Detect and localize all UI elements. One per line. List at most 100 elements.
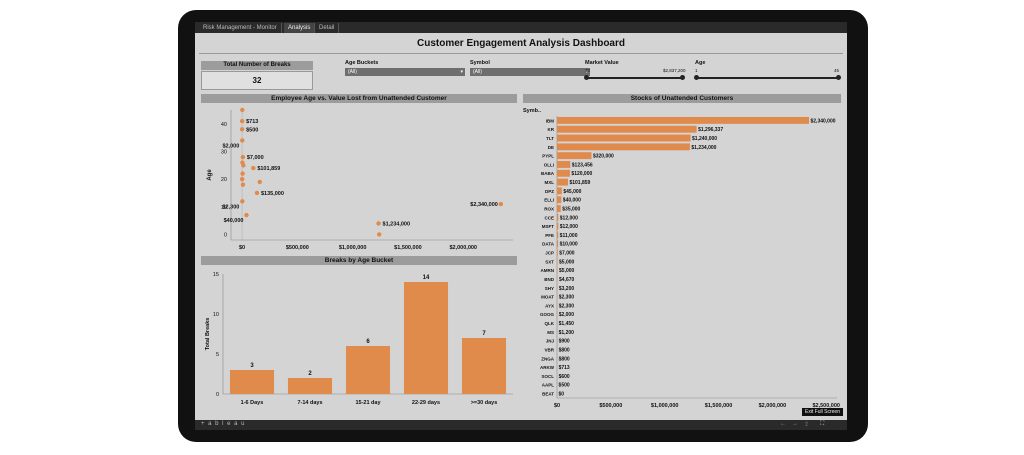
stock-value-label: $1,240,000	[692, 136, 717, 142]
scatter-point-label: $2,000	[222, 143, 239, 149]
stock-value-label: $2,000	[559, 312, 575, 318]
stock-symbol-label: ELLI	[544, 198, 554, 203]
stock-bar	[557, 266, 558, 274]
stock-value-label: $800	[559, 347, 570, 353]
stock-value-label: $101,859	[569, 180, 590, 186]
age-slider-min-handle[interactable]	[694, 75, 699, 80]
breaks-bar-chart: 0 5 10 15 Total Breaks 3 1-6 Days 2 7-14 days 6 15…	[205, 272, 513, 406]
tab-bar: Risk Management - Monitor Analysis Detai…	[195, 22, 847, 33]
fullscreen-icon[interactable]: ⛶	[820, 421, 825, 427]
stock-value-label: $1,296,337	[698, 127, 723, 133]
stock-bar	[557, 134, 691, 142]
stock-value-label: $5,000	[559, 259, 575, 265]
dashboard-title: Customer Engagement Analysis Dashboard	[416, 38, 625, 49]
scatter-point	[240, 154, 246, 160]
stock-symbol-label: AYX	[545, 303, 554, 308]
scatter-point-label: $135,000	[261, 191, 284, 197]
market-value-min: $0	[585, 68, 591, 73]
stock-value-label: $5,000	[559, 268, 575, 274]
tab-risk-management[interactable]: Risk Management - Monitor	[199, 23, 282, 33]
scatter-point-label: $713	[246, 119, 258, 125]
stock-symbol-label: JCP	[545, 251, 554, 256]
scatter-point	[240, 182, 246, 187]
age-buckets-select-value: (All)	[348, 69, 357, 75]
stock-bar	[557, 257, 558, 265]
stock-value-label: $800	[559, 356, 570, 362]
scatter-point	[498, 201, 504, 207]
scatter-point	[376, 221, 381, 226]
tableau-logo: + a b l e a u	[201, 421, 246, 427]
symbol-select[interactable]: (All) ▾	[470, 68, 590, 76]
stock-value-label: $40,000	[563, 198, 581, 204]
scatter-point	[239, 176, 245, 182]
bar-y-tick: 5	[216, 352, 219, 358]
stock-bar	[557, 240, 559, 248]
stock-bar	[557, 187, 562, 195]
stock-value-label: $3,200	[559, 286, 575, 292]
market-value-filter-label: Market Value	[585, 60, 619, 66]
stock-value-label: $0	[559, 392, 565, 398]
bar-category-label: 22-29 days	[412, 400, 440, 406]
symbol-select-value: (All)	[473, 69, 482, 75]
stock-value-label: $11,000	[560, 233, 578, 239]
hbar-x-tick: $1,000,000	[651, 403, 679, 409]
age-filter-label: Age	[695, 60, 706, 66]
stock-symbol-label: ARKW	[540, 365, 555, 370]
scatter-y-tick: 20	[221, 177, 227, 183]
stock-value-label: $713	[559, 365, 570, 371]
tab-detail[interactable]: Detail	[315, 23, 340, 33]
scatter-point-label: $1,234,000	[383, 221, 411, 227]
stock-symbol-label: KR	[548, 127, 555, 132]
age-buckets-filter-label: Age Buckets	[345, 60, 379, 66]
stock-symbol-label: CCE	[544, 215, 554, 220]
stock-bar	[557, 116, 809, 124]
undo-icon[interactable]: ←	[780, 421, 786, 427]
stock-value-label: $2,340,000	[811, 118, 836, 124]
scatter-point	[376, 232, 382, 237]
bar-y-tick: 0	[216, 392, 219, 398]
stock-symbol-label: DATA	[542, 242, 555, 247]
scatter-y-tick: 0	[224, 232, 227, 238]
hbar-x-tick: $500,000	[599, 403, 622, 409]
redo-icon[interactable]: →	[792, 421, 798, 427]
stock-symbol-label: MS	[547, 330, 554, 335]
tab-analysis[interactable]: Analysis	[284, 23, 316, 33]
stock-symbol-label: IBM	[546, 118, 555, 123]
hbar-x-tick: $0	[554, 403, 560, 409]
scatter-plot-area	[201, 104, 517, 254]
stock-symbol-label: MSFT	[542, 224, 554, 229]
bar-category-label: 15-21 day	[355, 400, 381, 406]
scatter-y-label: Age	[207, 169, 213, 181]
stock-value-label: $900	[559, 339, 570, 345]
bar-y-label: Total Breaks	[205, 318, 211, 351]
market-value-slider-max-handle[interactable]	[680, 75, 685, 80]
market-value-slider-track[interactable]	[587, 77, 682, 79]
age-buckets-select[interactable]: (All) ▾	[345, 68, 465, 76]
scatter-point	[240, 138, 245, 143]
stock-symbol-label: DE	[548, 145, 554, 150]
scatter-point-label: $7,000	[247, 155, 264, 161]
age-slider-max-handle[interactable]	[836, 75, 841, 80]
share-icon[interactable]: ⇪	[804, 422, 810, 428]
stock-value-label: $1,450	[559, 321, 575, 327]
chevron-down-icon: ▾	[460, 69, 463, 75]
footer-bar: + a b l e a u ← → ⇪ ⛶ Exit Full Screen	[195, 408, 847, 430]
age-slider-track[interactable]	[697, 77, 839, 79]
stock-symbol-label: ZNGA	[541, 356, 554, 361]
hbar-x-tick: $2,500,000	[812, 403, 840, 409]
stock-symbol-label: AMRN	[541, 268, 555, 273]
stock-bar	[557, 169, 570, 177]
stock-symbol-label: SXT	[545, 259, 554, 264]
scatter-y-tick: 30	[221, 149, 227, 155]
bar-y-tick: 15	[213, 272, 219, 278]
scatter-point	[251, 165, 256, 171]
scatter-point	[240, 199, 245, 204]
exit-fullscreen-tooltip: Exit Full Screen	[801, 408, 843, 416]
scatter-point	[240, 107, 245, 113]
stock-value-label: $2,300	[559, 303, 575, 309]
stock-value-label: $12,000	[560, 224, 578, 230]
market-value-slider-min-handle[interactable]	[584, 75, 589, 80]
age-min: 1	[695, 68, 698, 73]
stock-symbol-label: PFE	[545, 233, 554, 238]
scatter-point	[240, 171, 245, 176]
